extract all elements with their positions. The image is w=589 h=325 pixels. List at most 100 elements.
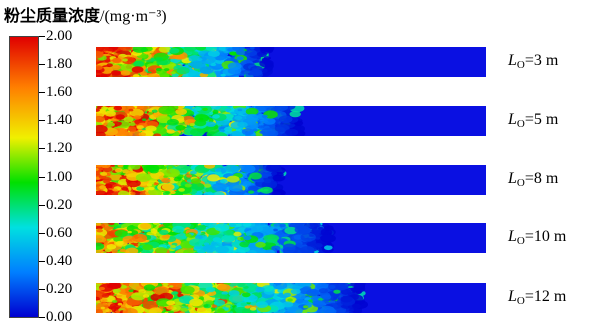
dust-blob bbox=[328, 284, 336, 289]
dust-blob bbox=[206, 249, 214, 253]
dust-blob bbox=[136, 186, 145, 191]
dust-blob bbox=[271, 245, 281, 251]
dust-blob bbox=[96, 115, 105, 123]
colorbar-tick-label: 1.60 bbox=[46, 84, 73, 101]
dust-blob bbox=[320, 234, 333, 241]
dust-blob bbox=[244, 49, 257, 57]
dust-blob bbox=[168, 310, 175, 313]
dust-blob bbox=[184, 47, 197, 52]
dust-blob bbox=[228, 223, 237, 228]
dust-blob bbox=[252, 128, 258, 132]
dust-blob bbox=[158, 47, 171, 53]
dust-blob bbox=[316, 283, 330, 290]
dust-blob bbox=[120, 285, 127, 289]
dust-blob bbox=[106, 63, 113, 67]
colorbar-tick bbox=[39, 260, 45, 262]
colorbar-tick bbox=[39, 36, 45, 37]
dust-blob bbox=[133, 60, 145, 67]
dust-blob bbox=[136, 125, 144, 129]
dust-blob bbox=[142, 118, 147, 121]
dust-blob bbox=[189, 182, 205, 191]
panel-label: LO=10 m bbox=[508, 228, 566, 247]
dust-blob bbox=[96, 108, 100, 112]
dust-blob bbox=[338, 293, 343, 296]
dust-blob bbox=[248, 295, 258, 301]
dust-blob bbox=[186, 174, 193, 178]
dust-blob bbox=[242, 223, 252, 227]
dust-blob bbox=[306, 241, 316, 247]
dust-blob bbox=[106, 189, 115, 194]
dust-blob bbox=[214, 223, 230, 232]
dust-blob bbox=[236, 283, 247, 288]
dust-blob bbox=[352, 303, 361, 309]
dust-blob bbox=[96, 237, 107, 243]
dust-blob bbox=[271, 191, 282, 195]
panel-label-var: L bbox=[508, 170, 517, 187]
dust-blob bbox=[100, 298, 108, 303]
dust-blob bbox=[202, 244, 217, 253]
dust-blob bbox=[104, 127, 118, 136]
dust-blob bbox=[125, 47, 131, 50]
dust-blob bbox=[194, 119, 207, 127]
dust-blob bbox=[189, 238, 204, 247]
dust-blob bbox=[215, 246, 230, 253]
dust-blob bbox=[295, 298, 304, 304]
dust-blob bbox=[148, 112, 153, 115]
dust-blob bbox=[164, 168, 180, 178]
dust-blob bbox=[162, 283, 169, 287]
dust-blob bbox=[212, 114, 220, 119]
dust-blob bbox=[190, 178, 202, 184]
dust-blob bbox=[109, 173, 122, 181]
dust-blob bbox=[243, 235, 252, 241]
dust-blob bbox=[127, 230, 132, 234]
dust-blob bbox=[111, 300, 118, 303]
dust-blob bbox=[175, 233, 187, 240]
dust-blob bbox=[240, 165, 256, 174]
dust-blob bbox=[318, 288, 329, 294]
dust-blob bbox=[131, 66, 144, 73]
dust-blob bbox=[106, 244, 117, 250]
dust-blob bbox=[276, 231, 284, 236]
dust-blob bbox=[247, 185, 259, 192]
dust-blob bbox=[220, 179, 228, 184]
dust-blob bbox=[221, 291, 229, 295]
dust-blob bbox=[289, 307, 303, 313]
panel-label-sub: O bbox=[516, 118, 525, 130]
colorbar-title-text: 粉尘质量浓度 bbox=[4, 8, 101, 25]
dust-blob bbox=[259, 59, 274, 68]
dust-blob bbox=[347, 283, 353, 287]
dust-blob bbox=[165, 191, 170, 194]
dust-blob bbox=[166, 118, 179, 126]
dust-blob bbox=[228, 183, 243, 192]
panel-label: LO=12 m bbox=[508, 288, 566, 307]
dust-blob bbox=[96, 302, 109, 310]
dust-blob bbox=[113, 236, 124, 242]
dust-blob bbox=[145, 125, 157, 132]
dust-blob bbox=[104, 183, 113, 189]
dust-blob bbox=[227, 106, 232, 108]
dust-blob bbox=[179, 307, 188, 312]
dust-blob bbox=[133, 115, 142, 120]
dust-blob bbox=[227, 62, 242, 71]
dust-blob bbox=[172, 225, 185, 233]
dust-blob bbox=[96, 124, 108, 134]
dust-blob bbox=[96, 165, 103, 168]
colorbar-tick bbox=[39, 148, 45, 150]
dust-blob bbox=[117, 165, 124, 168]
dust-blob bbox=[155, 67, 162, 72]
dust-blob bbox=[258, 123, 264, 126]
dust-blob bbox=[144, 130, 154, 136]
dust-blob bbox=[247, 249, 257, 253]
dust-blob bbox=[161, 183, 175, 191]
dust-blob bbox=[251, 225, 264, 233]
panel-label: LO=3 m bbox=[508, 52, 558, 71]
dust-blob bbox=[302, 300, 309, 304]
dust-blob bbox=[246, 113, 259, 121]
dust-blob bbox=[333, 289, 341, 294]
dust-blob bbox=[255, 106, 271, 112]
dust-blob bbox=[166, 300, 175, 306]
dust-blob bbox=[180, 286, 195, 294]
dust-blob bbox=[312, 300, 326, 308]
dust-blob bbox=[118, 286, 133, 295]
dust-blob bbox=[213, 191, 225, 195]
